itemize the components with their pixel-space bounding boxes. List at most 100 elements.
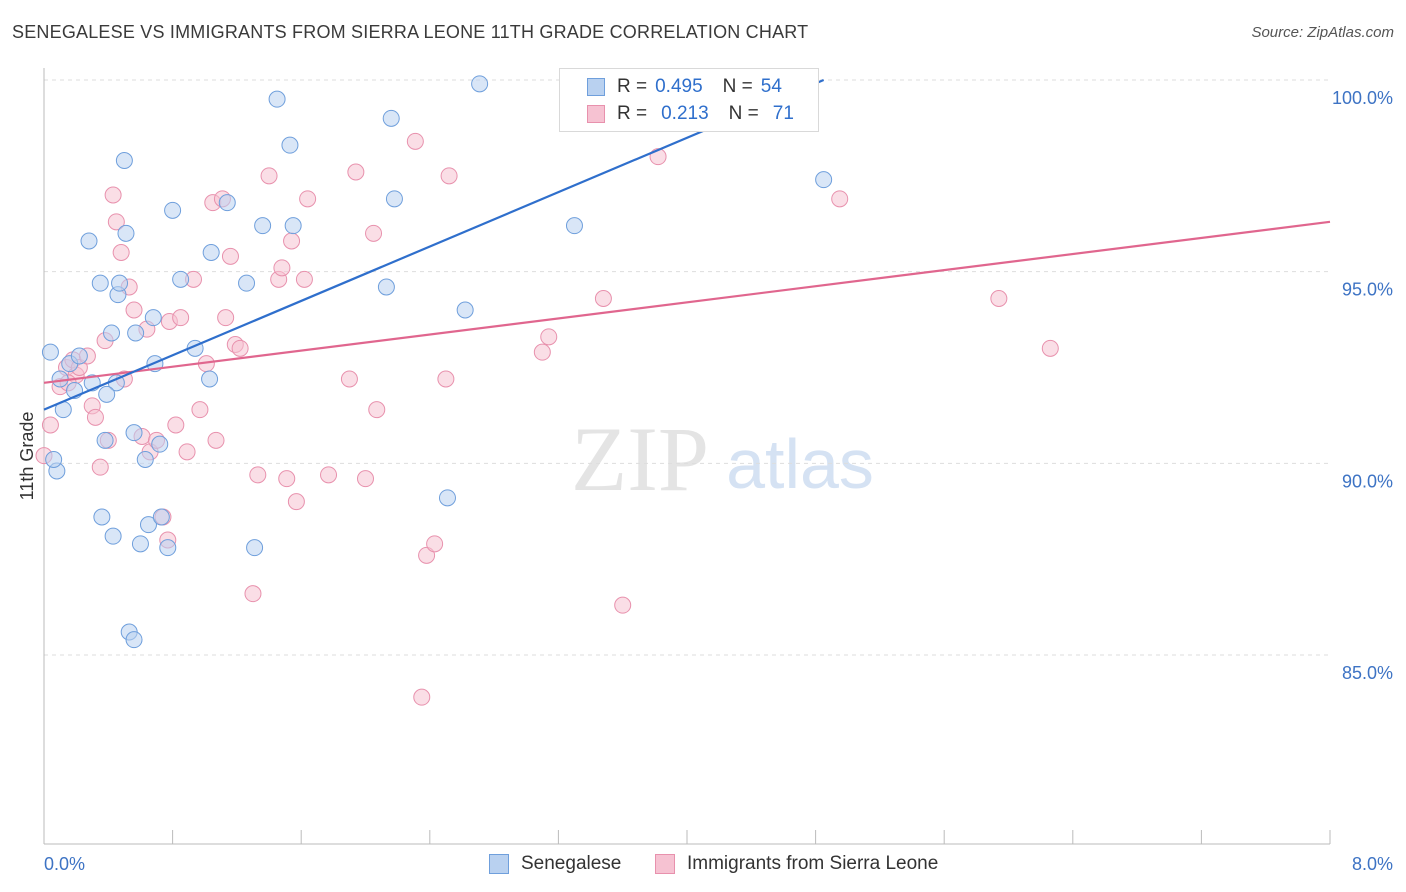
senegalese-point bbox=[111, 274, 129, 292]
watermark-atlas: atlas bbox=[726, 425, 874, 503]
senegalese-point bbox=[103, 324, 121, 342]
sierra-leone-point bbox=[104, 186, 122, 204]
sierra-leone-legend-swatch bbox=[655, 854, 675, 874]
sierra-leone-point bbox=[320, 466, 338, 484]
senegalese-point bbox=[202, 244, 220, 261]
senegalese-point bbox=[268, 90, 286, 108]
senegalese-point bbox=[238, 274, 256, 292]
sierra-leone-point bbox=[368, 401, 386, 419]
senegalese-point bbox=[565, 217, 583, 235]
sierra-leone-point bbox=[406, 132, 424, 150]
x-tick-label-min: 0.0% bbox=[44, 854, 85, 874]
senegalese-point bbox=[382, 109, 400, 127]
senegalese-point bbox=[164, 201, 182, 219]
senegalese-point bbox=[131, 535, 149, 553]
senegalese-point bbox=[98, 385, 116, 403]
legend-label-sierra-leone: Immigrants from Sierra Leone bbox=[687, 853, 939, 874]
senegalese-point bbox=[70, 347, 88, 365]
sierra-leone-point bbox=[614, 596, 632, 614]
stats-legend: R = 0.495 N = 54 R = 0.213 N = 71 bbox=[559, 68, 819, 132]
trend-lines bbox=[43, 78, 1331, 411]
n-value: 71 bbox=[772, 103, 794, 124]
sierra-leone-point bbox=[221, 247, 239, 265]
senegalese-point bbox=[172, 270, 190, 288]
sierra-leone-point bbox=[107, 213, 125, 231]
senegalese-point bbox=[45, 451, 63, 468]
senegalese-point bbox=[281, 136, 299, 154]
sierra-leone-point bbox=[91, 458, 109, 476]
senegalese-point bbox=[201, 370, 219, 388]
n-label: N = bbox=[722, 76, 753, 97]
sierra-leone-point bbox=[594, 290, 612, 307]
x-ticks bbox=[43, 830, 1331, 844]
sierra-leone-point bbox=[244, 585, 262, 603]
senegalese-point bbox=[377, 278, 395, 296]
r-label: R = bbox=[617, 103, 648, 124]
senegalese-point bbox=[125, 424, 143, 442]
sierra-leone-point bbox=[418, 546, 436, 564]
sierra-leone-point bbox=[278, 470, 296, 488]
series-sierra-leone-points bbox=[35, 71, 1059, 706]
y-tick-label: 85.0% bbox=[1342, 663, 1393, 683]
n-label: N = bbox=[728, 103, 759, 124]
r-label: R = bbox=[617, 76, 648, 97]
series-senegalese-points bbox=[41, 75, 833, 649]
senegalese-point bbox=[80, 232, 98, 250]
sierra-leone-point bbox=[112, 244, 130, 261]
sierra-leone-point bbox=[357, 470, 374, 488]
senegalese-point bbox=[385, 190, 403, 208]
y-tick-label: 90.0% bbox=[1342, 471, 1393, 491]
senegalese-point bbox=[91, 274, 109, 292]
senegalese-point bbox=[218, 194, 236, 212]
sierra-leone-point bbox=[249, 466, 267, 484]
y-axis-label: 11th Grade bbox=[17, 412, 37, 501]
chart-title: SENEGALESE VS IMMIGRANTS FROM SIERRA LEO… bbox=[12, 22, 809, 42]
sierra-leone-point bbox=[340, 370, 358, 388]
senegalese-point bbox=[159, 539, 177, 557]
senegalese-swatch bbox=[587, 78, 605, 96]
sierra-leone-point bbox=[1041, 339, 1059, 357]
sierra-leone-trend-line bbox=[43, 220, 1331, 384]
senegalese-point bbox=[471, 75, 489, 93]
senegalese-point bbox=[117, 224, 135, 242]
grid-lines bbox=[44, 79, 1330, 656]
senegalese-point bbox=[246, 539, 264, 557]
sierra-leone-point bbox=[533, 343, 551, 361]
sierra-leone-point bbox=[299, 190, 317, 208]
senegalese-point bbox=[115, 152, 133, 169]
r-value: 0.495 bbox=[655, 76, 703, 97]
sierra-leone-point bbox=[41, 416, 59, 434]
senegalese-point bbox=[152, 508, 170, 526]
senegalese-point bbox=[151, 435, 169, 453]
legend-label-senegalese: Senegalese bbox=[521, 853, 622, 874]
senegalese-point bbox=[456, 301, 474, 319]
senegalese-legend-swatch bbox=[489, 854, 509, 874]
sierra-leone-point bbox=[260, 167, 278, 185]
legend-item-senegalese: Senegalese bbox=[489, 850, 621, 878]
senegalese-point bbox=[139, 516, 157, 534]
senegalese-point bbox=[127, 324, 145, 342]
senegalese-point bbox=[41, 343, 59, 361]
sierra-leone-point bbox=[178, 443, 196, 461]
senegalese-point bbox=[136, 451, 154, 468]
watermark-zip: ZIP bbox=[571, 408, 709, 510]
sierra-leone-point bbox=[295, 270, 313, 288]
sierra-leone-point bbox=[172, 309, 190, 327]
senegalese-point bbox=[254, 217, 272, 235]
stats-row-senegalese: R = 0.495 N = 54 bbox=[560, 74, 782, 100]
sierra-leone-point bbox=[413, 688, 431, 706]
sierra-leone-point bbox=[437, 370, 455, 388]
n-value: 54 bbox=[760, 76, 782, 97]
senegalese-point bbox=[144, 309, 162, 327]
sierra-leone-point bbox=[440, 167, 458, 185]
sierra-leone-point bbox=[426, 535, 444, 553]
senegalese-point bbox=[93, 508, 111, 526]
sierra-leone-point bbox=[191, 401, 209, 419]
x-tick-label-max: 8.0% bbox=[1352, 854, 1393, 874]
senegalese-point bbox=[125, 631, 143, 649]
y-tick-label: 95.0% bbox=[1342, 280, 1393, 300]
sierra-leone-point bbox=[217, 309, 235, 327]
sierra-leone-point bbox=[231, 339, 249, 357]
senegalese-point bbox=[815, 171, 833, 189]
